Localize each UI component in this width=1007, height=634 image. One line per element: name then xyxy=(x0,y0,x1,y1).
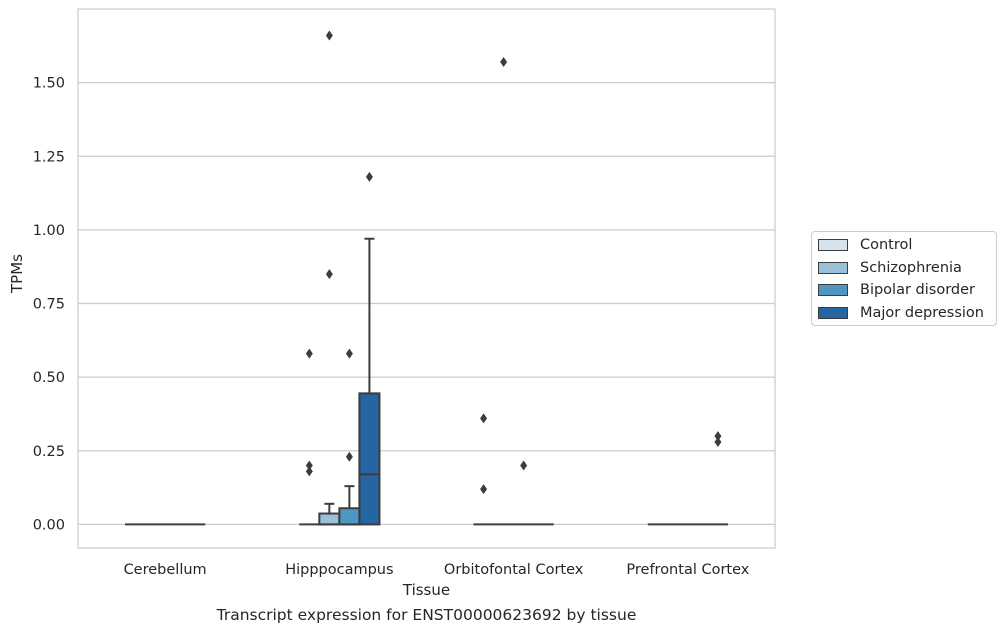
y-tick-label: 1.50 xyxy=(33,76,65,92)
outlier-point xyxy=(480,413,488,424)
y-axis-label: TPMs xyxy=(8,254,26,294)
legend: Control Schizophrenia Bipolar disorder Majo… xyxy=(811,231,997,326)
outlier-point xyxy=(480,484,488,495)
series-major-depression xyxy=(185,171,728,526)
outlier-point xyxy=(714,436,722,447)
box-group xyxy=(299,348,320,526)
gridlines xyxy=(78,82,775,526)
outlier-point xyxy=(325,30,333,41)
y-axis-ticks: 0.00 0.25 0.50 0.75 1.00 1.25 1.50 xyxy=(33,76,65,534)
legend-item: Major depression xyxy=(818,303,984,323)
outlier-point xyxy=(365,171,373,182)
legend-label: Control xyxy=(860,237,913,253)
series-control xyxy=(125,348,668,526)
outlier-point xyxy=(520,460,528,471)
chart-caption: Transcript expression for ENST0000062369… xyxy=(216,606,637,624)
box-group xyxy=(338,348,361,526)
y-tick-label: 0.00 xyxy=(33,517,65,533)
legend-label: Schizophrenia xyxy=(860,259,962,276)
legend-swatch xyxy=(818,284,848,296)
outlier-point xyxy=(345,451,353,462)
y-tick-label: 0.50 xyxy=(33,370,65,386)
box-group xyxy=(493,57,514,526)
y-tick-label: 0.75 xyxy=(33,297,65,313)
legend-label: Major depression xyxy=(860,304,984,321)
x-tick-label: Hipppocampus xyxy=(285,562,393,578)
outlier-point xyxy=(345,348,353,359)
legend-swatch xyxy=(818,261,848,274)
legend-swatch xyxy=(818,239,848,251)
box-series xyxy=(125,30,728,526)
legend-label: Bipolar disorder xyxy=(860,282,975,298)
legend-item: Schizophrenia xyxy=(818,258,962,278)
box xyxy=(338,507,361,526)
box-group xyxy=(358,171,381,526)
x-tick-label: Prefrontal Cortex xyxy=(626,562,749,578)
outlier-point xyxy=(305,466,313,477)
outlier-point xyxy=(305,348,313,359)
legend-swatch xyxy=(818,306,848,319)
legend-item: Control xyxy=(818,235,912,255)
outlier-point xyxy=(325,269,333,280)
series-bipolar-disorder xyxy=(165,348,708,526)
box-group xyxy=(473,413,494,526)
legend-item: Bipolar disorder xyxy=(818,280,975,300)
y-tick-label: 1.25 xyxy=(33,149,65,165)
plot-frame xyxy=(77,8,776,549)
box-group xyxy=(707,431,728,526)
box xyxy=(358,392,381,526)
y-tick-label: 0.25 xyxy=(33,444,65,460)
outlier-point xyxy=(500,57,508,68)
x-axis-ticks: Cerebellum Hipppocampus Orbitofontal Corte… xyxy=(124,562,750,578)
box xyxy=(318,512,341,526)
box-group xyxy=(513,460,534,526)
x-tick-label: Orbitofontal Cortex xyxy=(444,562,584,578)
x-tick-label: Cerebellum xyxy=(124,562,207,578)
x-axis-label: Tissue xyxy=(402,581,450,599)
outlier-point xyxy=(305,460,313,471)
y-tick-label: 1.00 xyxy=(33,223,65,239)
outlier-point xyxy=(714,431,722,442)
